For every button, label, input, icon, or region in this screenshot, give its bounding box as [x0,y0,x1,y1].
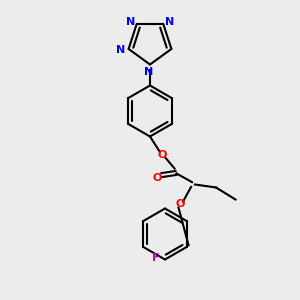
Text: O: O [175,199,185,209]
Text: N: N [165,17,175,27]
Text: F: F [152,253,160,263]
Text: O: O [153,173,162,183]
Text: N: N [116,46,126,56]
Text: O: O [157,149,167,160]
Text: N: N [144,67,153,77]
Text: N: N [125,17,135,27]
